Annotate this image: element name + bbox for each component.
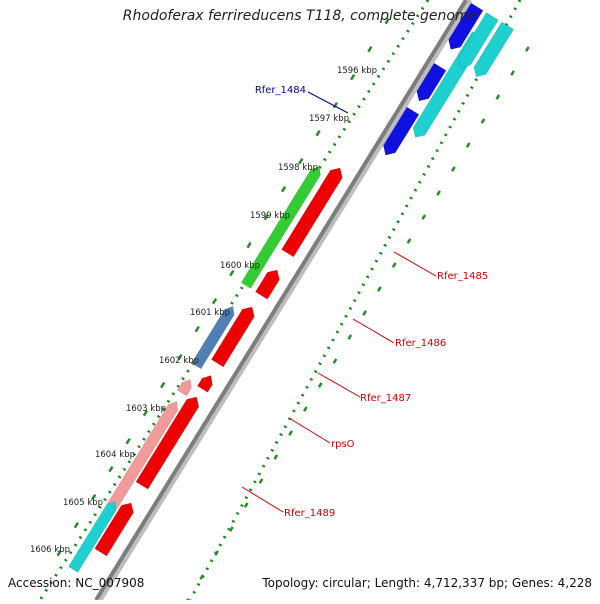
gc-content-tick [288, 430, 293, 436]
gene-rpso-red[interactable] [197, 375, 213, 393]
gene-rfer-1489-pink[interactable] [106, 400, 179, 511]
gc-skew-tick [90, 493, 97, 501]
gc-content-tick [362, 310, 367, 316]
gc-skew-tick [108, 465, 114, 473]
gc-content-tick [480, 118, 486, 124]
gc-content-tick [421, 214, 427, 220]
gc-content-tick [436, 190, 441, 196]
topology-label: Topology: circular; Length: 4,712,337 bp… [262, 576, 592, 590]
gc-skew-tick [367, 45, 373, 53]
leader-rfer-1485 [393, 251, 437, 277]
kbp-label: 1598 kbp [278, 163, 318, 173]
gc-content-tick [510, 70, 515, 76]
gc-skew-tick [125, 437, 131, 445]
kbp-label: 1597 kbp [309, 114, 349, 124]
gc-content-tick [332, 358, 338, 364]
gc-skew-tick [56, 549, 62, 557]
leader-rfer-1486 [352, 318, 395, 344]
gene-rfer-1489-red[interactable] [135, 396, 200, 490]
gc-content-tick [465, 142, 471, 148]
gene-label-rfer-1489: Rfer_1489 [284, 508, 335, 519]
gene-rpso-pink[interactable] [176, 378, 192, 397]
kbp-scale: 1596 kbp 1597 kbp 1598 kbp 1599 kbp 1600 kbp… [30, 66, 377, 555]
gc-skew-ticks [56, 17, 530, 604]
leader-rpso [288, 417, 331, 444]
gc-skew-tick [194, 325, 200, 333]
kbp-label: 1601 kbp [190, 308, 230, 318]
gene-rfer-1485-red[interactable] [281, 167, 343, 258]
gc-dotted-ring-inner [38, 0, 430, 601]
gc-skew-tick [160, 381, 166, 389]
gc-skew-tick [298, 157, 304, 165]
gc-skew-tick [263, 213, 269, 221]
gc-content-tick [377, 286, 382, 292]
gene-label-rfer-1486: Rfer_1486 [395, 338, 446, 349]
gc-skew-tick [142, 409, 149, 417]
gc-content-tick [214, 550, 219, 556]
leader-rfer-1487 [317, 372, 361, 398]
accession-label: Accession: NC_007908 [8, 576, 145, 590]
gene-label-rfer-1487: Rfer_1487 [360, 393, 411, 404]
gc-skew-tick [384, 17, 390, 25]
gc-content-tick [317, 382, 323, 388]
gene-rfer-1486-red[interactable] [211, 306, 255, 368]
gc-skew-tick [280, 185, 287, 193]
gene-red-bottom[interactable] [94, 502, 134, 557]
gc-content-tick [243, 502, 249, 508]
gene-red-small[interactable] [255, 269, 280, 300]
gc-content-tick [406, 238, 412, 244]
gc-skew-tick [229, 269, 235, 277]
gc-skew-tick [315, 129, 321, 137]
kbp-label: 1605 kbp [63, 498, 103, 508]
kbp-label: 1600 kbp [220, 261, 260, 271]
gc-skew-tick [73, 521, 79, 529]
kbp-label: 1599 kbp [250, 211, 290, 221]
kbp-label: 1603 kbp [126, 404, 166, 414]
gene-cyan-top[interactable] [458, 12, 499, 68]
gc-content-tick [347, 334, 353, 340]
gc-skew-tick [332, 101, 338, 109]
genome-backbone [94, 0, 468, 602]
gene-label-rpso: rpsO [331, 439, 355, 450]
gene-rfer-1485-green[interactable] [240, 165, 321, 289]
gc-skew-tick [211, 297, 218, 305]
gc-skew-tick [246, 241, 252, 249]
gc-content-tick [451, 166, 456, 172]
gene-blue-1[interactable] [448, 2, 484, 50]
kbp-label: 1602 kbp [159, 356, 199, 366]
gene-cyan-1[interactable] [473, 21, 515, 78]
gene-rfer-1487-steelblue[interactable] [191, 305, 235, 370]
leader-rfer-1489 [241, 486, 284, 513]
genome-backbone-shadow [97, 0, 473, 602]
leader-rfer-1484 [307, 91, 349, 114]
gene-blue-2[interactable] [416, 62, 447, 102]
gc-content-tick [199, 574, 205, 580]
gc-content-tick [525, 46, 530, 52]
genome-title: Rhodoferax ferrireducens T118, complete … [122, 8, 478, 24]
gene-track [68, 2, 515, 573]
gc-content-tick [273, 454, 279, 460]
gc-content-tick [391, 262, 397, 268]
gene-cyan-bottom[interactable] [68, 500, 117, 573]
gene-blue-3[interactable] [383, 106, 420, 156]
gc-dotted-ring-outer [188, 0, 522, 601]
gc-skew-tick [349, 73, 356, 81]
gc-content-tick [303, 406, 308, 412]
gene-label-rfer-1484: Rfer_1484 [255, 85, 306, 96]
gene-label-rfer-1485: Rfer_1485 [437, 271, 488, 282]
gc-content-tick [495, 94, 501, 100]
gc-skew-tick [177, 353, 183, 361]
gc-content-tick [229, 526, 234, 532]
kbp-label: 1604 kbp [95, 450, 135, 460]
gc-content-tick [258, 478, 264, 484]
kbp-label: 1596 kbp [337, 66, 377, 76]
kbp-label: 1606 kbp [30, 545, 70, 555]
